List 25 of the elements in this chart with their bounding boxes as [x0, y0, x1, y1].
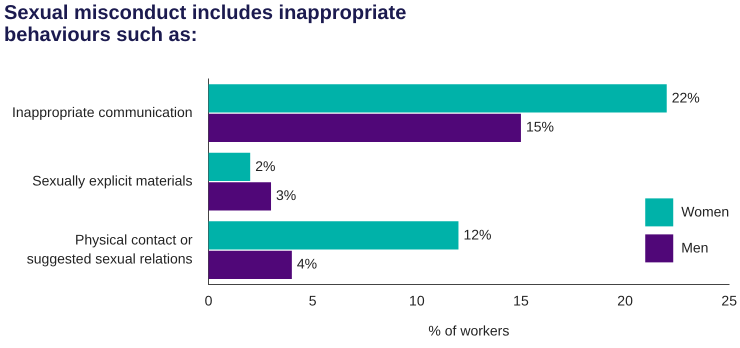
x-tick-label: 15: [513, 292, 529, 309]
bar: [208, 250, 292, 280]
data-label: 22%: [672, 89, 700, 106]
x-axis-title: % of workers: [428, 322, 510, 338]
data-label: 15%: [526, 118, 554, 135]
x-tick-label: 10: [409, 292, 425, 309]
chart-title: Sexual misconduct includes inappropriate behaviours such as:: [4, 2, 408, 46]
data-label: 4%: [296, 256, 318, 272]
bar: [208, 152, 250, 182]
x-tick-label: 20: [617, 292, 634, 309]
x-tick-label: 25: [721, 292, 738, 309]
bar: [208, 114, 521, 142]
bar: [208, 182, 272, 211]
x-tick-label: 5: [308, 292, 317, 309]
x-tick-label: 0: [204, 292, 213, 309]
legend-label: Women: [681, 203, 730, 220]
bar: [208, 84, 667, 113]
y-tick-label: Physical contact or suggested sexual relations: [26, 232, 193, 266]
data-label: 12%: [463, 226, 492, 242]
y-tick-label: Inappropriate communication: [12, 104, 193, 120]
data-label: 2%: [255, 158, 276, 174]
legend-label: Men: [681, 239, 708, 256]
y-tick-label: Sexually explicit materials: [32, 172, 193, 189]
bar: [208, 221, 458, 250]
data-label: 3%: [276, 187, 296, 204]
